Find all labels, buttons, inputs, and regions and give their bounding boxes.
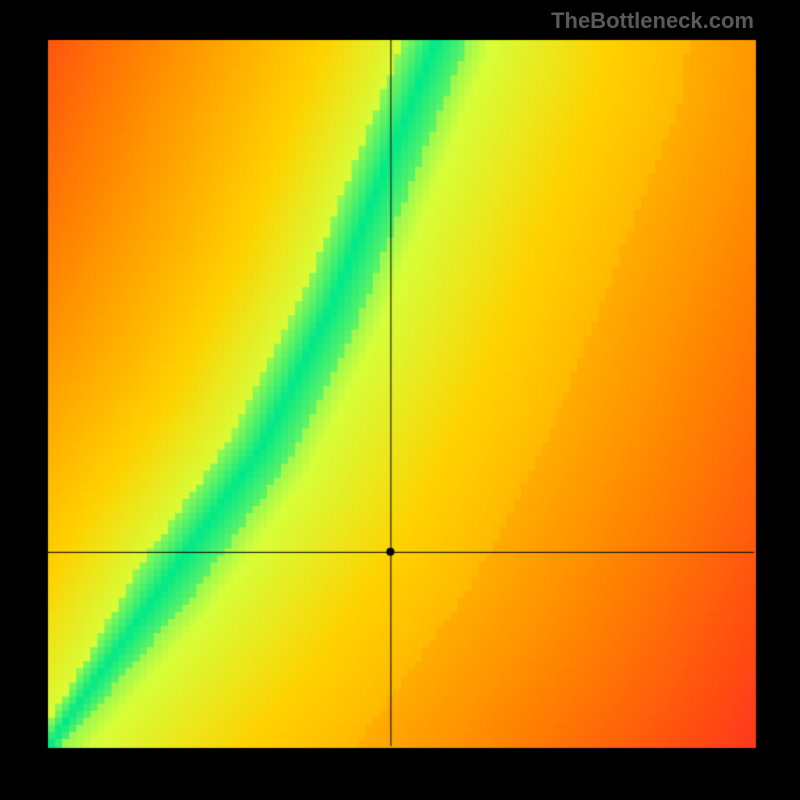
bottleneck-heatmap [0,0,800,800]
chart-container: TheBottleneck.com [0,0,800,800]
watermark-text: TheBottleneck.com [551,8,754,34]
